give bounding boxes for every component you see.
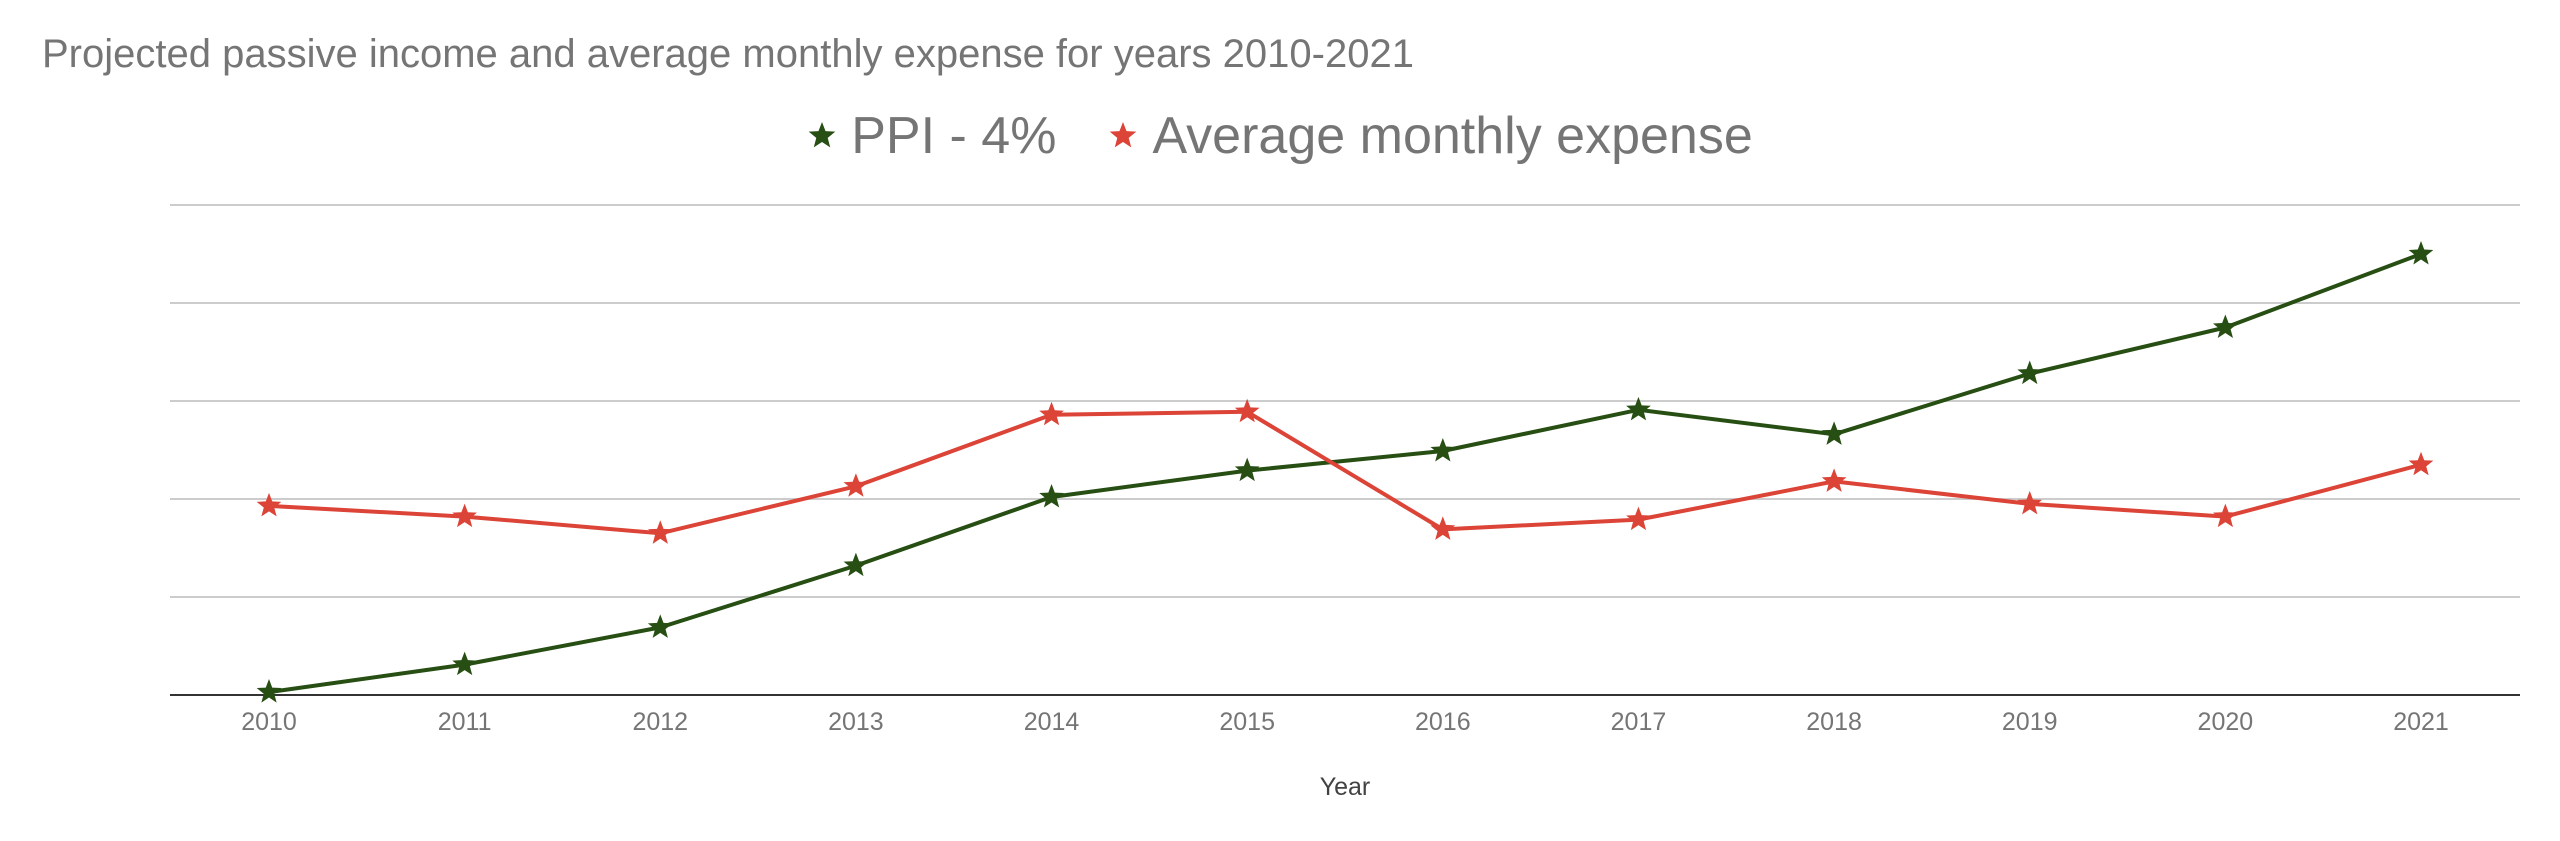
x-tick-label: 2010 — [241, 708, 297, 736]
data-point-star[interactable] — [1821, 421, 1847, 445]
data-point-star[interactable] — [1234, 398, 1260, 423]
data-point-star[interactable] — [2213, 314, 2238, 339]
x-tick-label: 2014 — [1024, 708, 1080, 736]
data-point-star[interactable] — [2408, 451, 2434, 476]
series-line — [268, 409, 2422, 536]
x-tick-label: 2016 — [1415, 708, 1471, 736]
x-tick-labels: 2010 2011 2012 2013 2014 2015 2016 2017 2018 2019… — [241, 708, 2449, 736]
legend-label-ppi: PPI - 4% — [851, 107, 1057, 165]
x-tick-label: 2018 — [1806, 708, 1862, 736]
data-point-star[interactable] — [1430, 437, 1456, 462]
data-point-star[interactable] — [1626, 396, 1651, 421]
data-point-star[interactable] — [452, 503, 477, 528]
data-point-star[interactable] — [647, 614, 673, 638]
data-point-star[interactable] — [1430, 516, 1456, 540]
x-tick-label: 2012 — [632, 708, 688, 736]
series-0 — [256, 241, 2434, 703]
legend-item-expense[interactable]: Average monthly expense — [1108, 106, 1753, 166]
data-point-star[interactable] — [2017, 360, 2043, 385]
x-tick-label: 2019 — [2002, 708, 2058, 736]
star-icon — [1110, 122, 1137, 148]
series-group — [256, 241, 2434, 703]
series-1 — [256, 398, 2434, 544]
legend: PPI - 4% Average monthly expense — [0, 104, 2560, 168]
x-tick-label: 2017 — [1611, 708, 1667, 736]
data-point-star[interactable] — [2213, 503, 2238, 528]
star-icon — [808, 122, 836, 148]
data-point-star[interactable] — [1039, 401, 1064, 426]
data-point-star[interactable] — [1234, 457, 1260, 482]
data-point-star[interactable] — [2408, 241, 2434, 265]
data-point-star[interactable] — [843, 552, 869, 577]
x-tick-label: 2015 — [1219, 708, 1275, 736]
gridlines — [170, 204, 2520, 598]
data-point-star[interactable] — [452, 651, 477, 676]
data-point-star[interactable] — [1039, 484, 1064, 508]
data-point-star[interactable] — [256, 492, 282, 517]
chart-title: Projected passive income and average mon… — [42, 32, 1414, 76]
data-point-star[interactable] — [256, 679, 282, 703]
legend-item-ppi[interactable]: PPI - 4% — [807, 106, 1056, 166]
x-tick-label: 2013 — [828, 708, 884, 736]
data-point-star[interactable] — [647, 520, 673, 544]
x-tick-label: 2011 — [438, 708, 492, 736]
data-point-star[interactable] — [1626, 506, 1651, 531]
data-point-star[interactable] — [843, 473, 869, 497]
data-point-star[interactable] — [2017, 490, 2043, 515]
series-line — [268, 252, 2422, 695]
legend-label-expense: Average monthly expense — [1152, 107, 1753, 165]
x-tick-label: 2021 — [2393, 708, 2449, 736]
x-tick-label: 2020 — [2198, 708, 2254, 736]
data-point-star[interactable] — [1821, 468, 1847, 492]
x-axis-title: Year — [1320, 773, 1371, 801]
